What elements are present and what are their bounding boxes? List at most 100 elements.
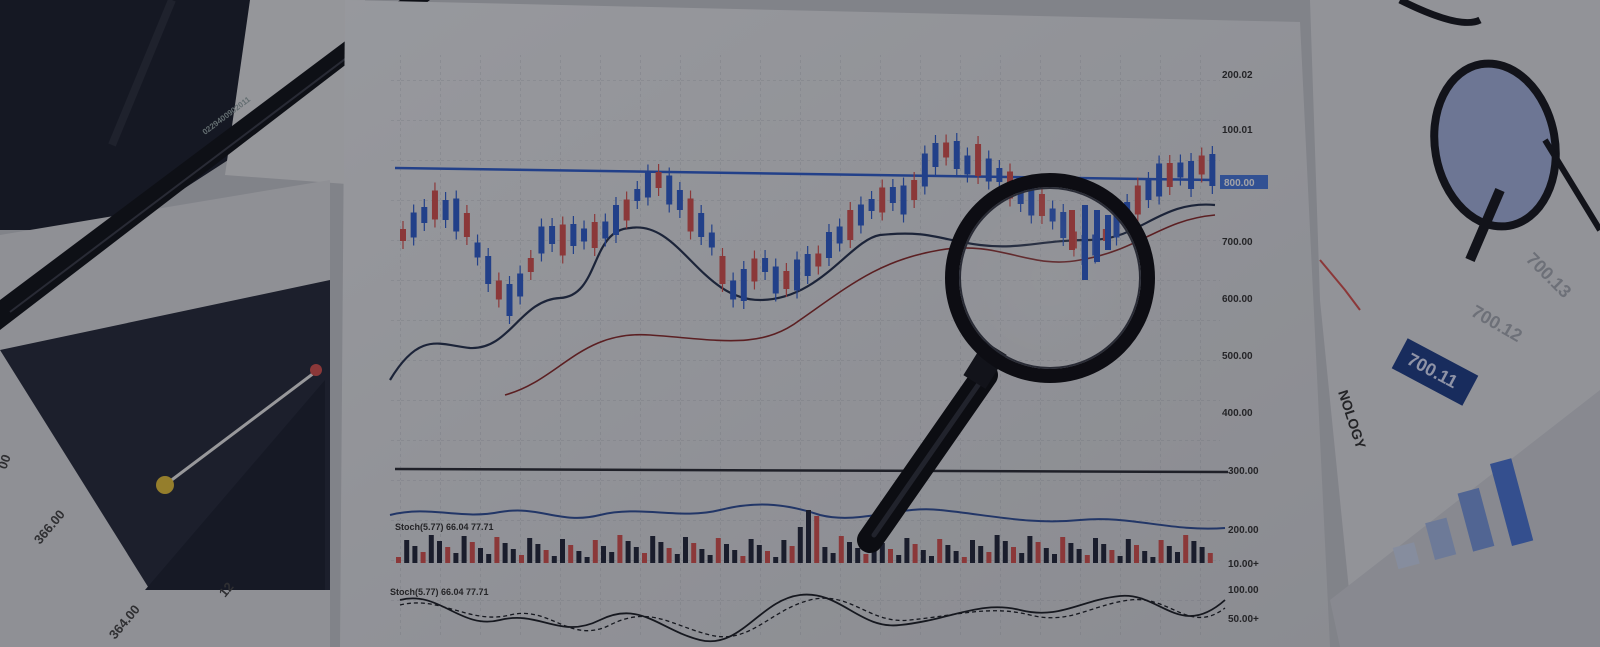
volume-bar — [1158, 540, 1164, 563]
candle-body — [932, 143, 939, 167]
volume-bar — [469, 542, 475, 563]
volume-bar — [666, 548, 672, 563]
magnifying-glass — [857, 173, 1155, 553]
axis-label-1: 100.01 — [1222, 125, 1253, 136]
volume-bar — [1150, 557, 1156, 563]
highlight-label-bg — [1220, 175, 1268, 189]
candle-body — [868, 199, 875, 211]
gauge-tip — [310, 364, 322, 376]
candle-body — [559, 224, 566, 256]
volume-bar — [560, 539, 565, 563]
left-value-4: 00 — [0, 452, 14, 471]
volume-bar — [683, 537, 688, 563]
volume-bar — [1068, 543, 1074, 563]
candle-body — [1177, 162, 1184, 178]
volume-bar — [617, 535, 623, 563]
candle-body — [804, 254, 811, 276]
dark-folder — [0, 0, 290, 230]
volume-bar — [1019, 553, 1025, 563]
pen — [108, 0, 176, 147]
candle-body — [943, 142, 950, 158]
volume-bar — [1093, 538, 1098, 563]
volume-bar — [445, 547, 451, 563]
candle-body — [698, 213, 705, 237]
volume-bar — [584, 557, 590, 563]
candle-body — [538, 226, 545, 254]
volume-bar — [1101, 544, 1107, 563]
axis-label-0: 200.02 — [1222, 70, 1253, 81]
candle-body — [644, 172, 651, 198]
gauge-line — [164, 368, 319, 487]
axis-label-6: 400.00 — [1222, 408, 1253, 419]
volume-bar — [650, 536, 656, 563]
candle-body — [857, 204, 864, 226]
volume-bar — [592, 540, 598, 563]
volume-bar — [765, 551, 770, 563]
volume-bar — [601, 546, 606, 563]
volume-bar — [576, 551, 582, 563]
volume-bar — [920, 550, 926, 563]
volume-bar — [797, 527, 803, 563]
volume-bar — [502, 543, 508, 563]
volume-bar — [1125, 539, 1131, 563]
panel-separator — [394, 467, 1229, 474]
volume-bar — [428, 535, 434, 563]
candle-body — [740, 269, 747, 301]
volume-bar — [543, 550, 549, 563]
stochastic-signal — [399, 597, 1226, 638]
indicator-label-2: Stoch(5.77) 66.04 77.71 — [390, 587, 489, 597]
candle-body — [400, 229, 406, 241]
volume-bar — [929, 556, 934, 563]
volume-bar — [945, 545, 951, 563]
axis-label-4: 600.00 — [1222, 294, 1253, 305]
volume-bar — [838, 536, 844, 563]
candle-body — [879, 187, 886, 213]
volume-bar — [888, 549, 893, 563]
volume-bar — [814, 516, 820, 563]
candle-body — [921, 153, 928, 187]
volume-bar — [970, 540, 975, 563]
volume-bar — [551, 556, 557, 563]
volume-bar — [633, 547, 639, 563]
volume-bar — [904, 538, 910, 563]
candle-body — [666, 175, 673, 205]
volume-bar — [1027, 536, 1033, 563]
candle-body — [889, 187, 896, 203]
volume-bar — [1084, 555, 1090, 563]
candle-body — [581, 228, 588, 242]
right-badge-bg — [1391, 338, 1479, 406]
volume-bar — [1076, 549, 1082, 563]
volume-bar — [535, 544, 541, 563]
axis-label-5: 500.00 — [1222, 351, 1253, 362]
volume-bar — [912, 544, 918, 563]
axis-label-3: 700.00 — [1222, 237, 1253, 248]
candle-body — [506, 284, 513, 316]
candle-body — [549, 226, 556, 244]
highlight-label: 800.00 — [1224, 178, 1255, 189]
candle-body — [1145, 180, 1152, 200]
candle-body — [463, 213, 470, 237]
axis-label-9: 10.00+ — [1228, 559, 1259, 570]
axis-label-7: 300.00 — [1228, 466, 1259, 477]
candle-body — [431, 190, 438, 220]
volume-bar — [420, 552, 426, 563]
volume-bar — [396, 557, 401, 563]
candle-body — [794, 259, 801, 291]
candle-body — [495, 280, 502, 300]
volume-bar — [986, 552, 992, 563]
axis-label-10: 100.00 — [1228, 585, 1259, 596]
volume-bar — [642, 553, 647, 563]
candle-body — [772, 266, 779, 294]
candle-body — [719, 256, 726, 284]
volume-bar — [896, 555, 902, 563]
gauge-knob — [156, 476, 174, 494]
volume-bar — [609, 552, 615, 563]
candle-body — [900, 185, 907, 215]
candle-body — [825, 232, 832, 258]
candle-body — [623, 199, 630, 221]
volume-bar — [863, 554, 869, 563]
volume-bar — [1166, 546, 1172, 563]
magnifier-lens — [945, 173, 1155, 383]
volume-bar — [486, 554, 492, 563]
